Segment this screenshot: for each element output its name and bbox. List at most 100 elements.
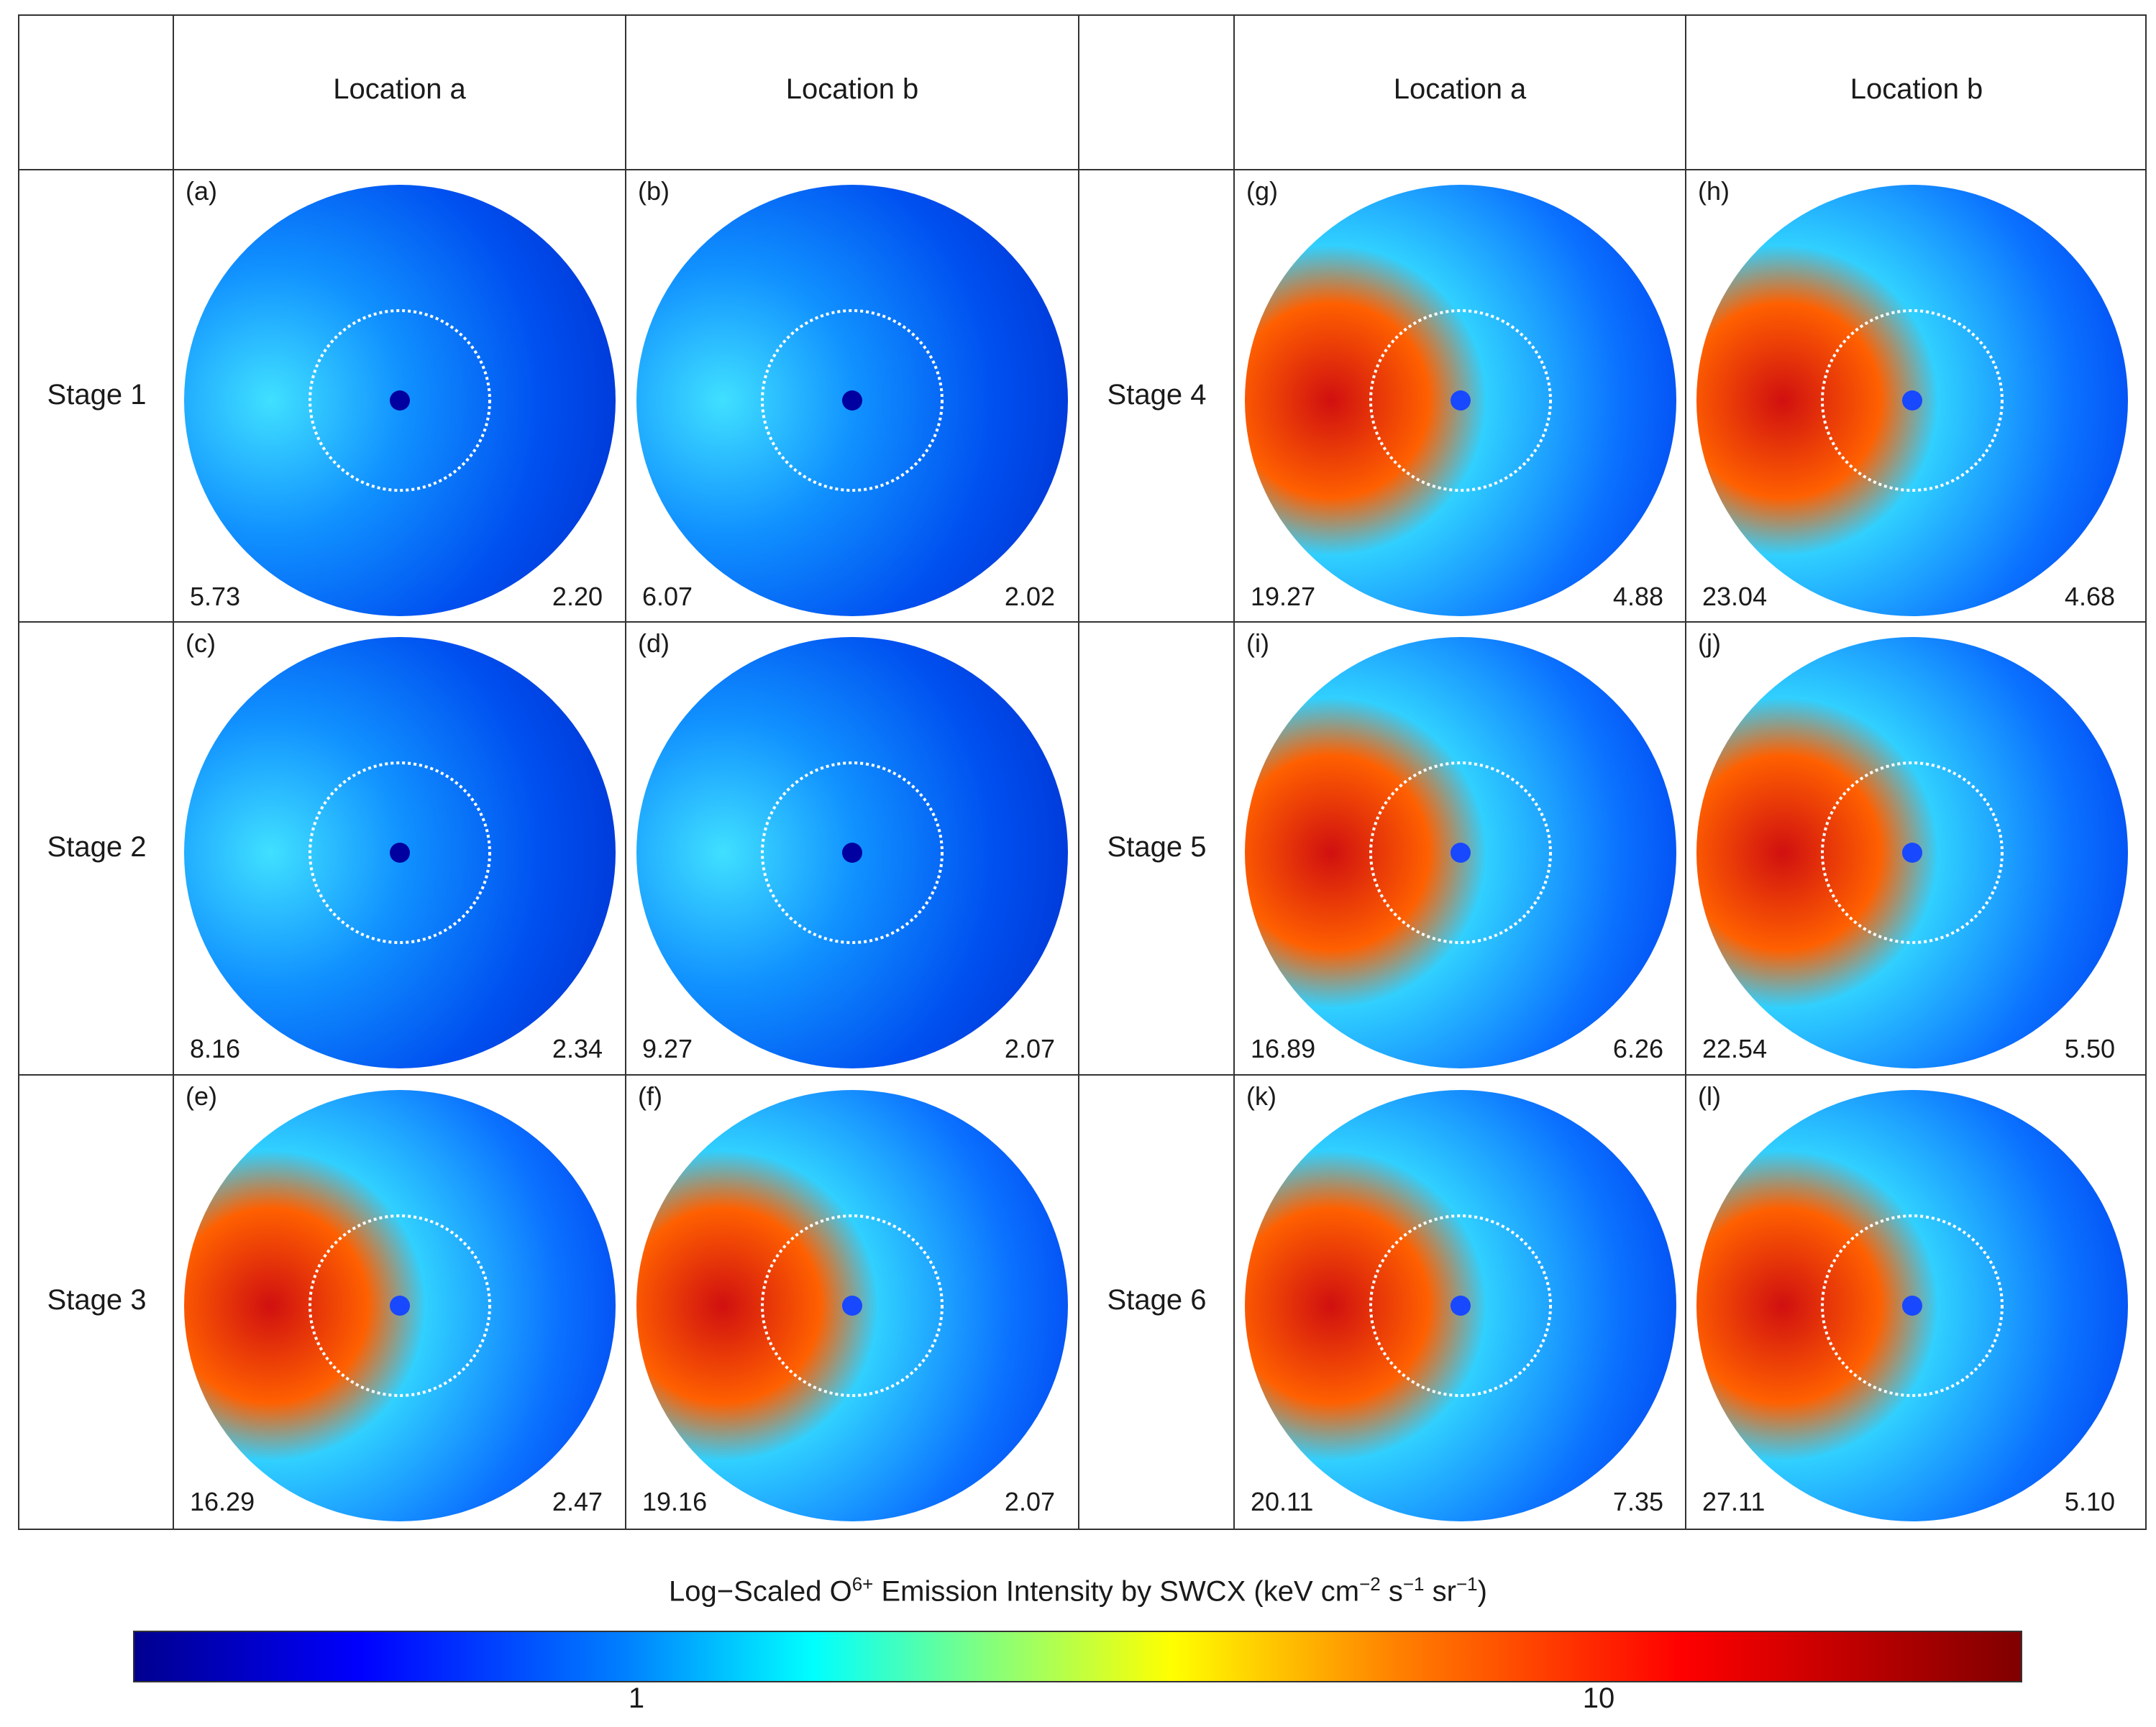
panel-label: (k) xyxy=(1246,1081,1276,1111)
dotted-circle xyxy=(1821,309,2004,492)
panel-label: (b) xyxy=(638,176,670,206)
header-location-a-left: Location a xyxy=(333,73,466,105)
dotted-circle xyxy=(309,1214,491,1397)
center-dot xyxy=(1902,1296,1922,1316)
colorbar-tick-10: 10 xyxy=(1582,1682,1615,1714)
center-dot xyxy=(842,390,862,411)
panel-i: (i) 16.89 6.26 xyxy=(1235,623,1686,1074)
dotted-circle xyxy=(1369,761,1552,944)
min-intensity: 5.50 xyxy=(2064,1034,2115,1063)
panel-g: (g) 19.27 4.88 xyxy=(1235,170,1686,622)
emission-map xyxy=(184,1090,616,1521)
colorbar xyxy=(133,1631,2022,1682)
max-intensity: 19.16 xyxy=(642,1487,708,1516)
colorbar-title-sup: −2 xyxy=(1359,1573,1381,1595)
colorbar-title-part: Log−Scaled O xyxy=(669,1575,852,1608)
panel-c: (c) 8.16 2.34 xyxy=(174,623,626,1074)
emission-map xyxy=(1245,1090,1676,1521)
panel-label: (j) xyxy=(1698,628,1721,658)
center-dot xyxy=(842,1296,862,1316)
emission-map xyxy=(1696,637,2128,1068)
panel-l: (l) 27.11 5.10 xyxy=(1686,1076,2138,1527)
colorbar-title-part: sr xyxy=(1424,1575,1456,1608)
stage-6-label: Stage 6 xyxy=(1107,1284,1207,1316)
max-intensity: 19.27 xyxy=(1251,582,1316,611)
emission-map xyxy=(184,185,616,616)
panel-a: (a) 5.73 2.20 xyxy=(174,170,626,622)
grid-divider xyxy=(625,16,626,1529)
min-intensity: 4.68 xyxy=(2064,582,2115,611)
min-intensity: 7.35 xyxy=(1612,1487,1663,1516)
header-location-b-left: Location b xyxy=(785,73,919,105)
max-intensity: 16.29 xyxy=(190,1487,255,1516)
stage-4-label: Stage 4 xyxy=(1107,379,1207,411)
emission-map xyxy=(184,637,616,1068)
panel-label: (l) xyxy=(1698,1081,1721,1111)
center-dot xyxy=(1451,1296,1471,1316)
center-dot xyxy=(1902,843,1922,863)
panel-d: (d) 9.27 2.07 xyxy=(626,623,1078,1074)
stage-2-label: Stage 2 xyxy=(47,831,147,863)
panel-label: (c) xyxy=(186,628,216,658)
emission-map xyxy=(1245,185,1676,616)
max-intensity: 9.27 xyxy=(642,1034,693,1063)
dotted-circle xyxy=(1821,761,2004,944)
min-intensity: 2.47 xyxy=(552,1487,603,1516)
max-intensity: 16.89 xyxy=(1251,1034,1316,1063)
grid-divider xyxy=(1233,16,1235,1529)
emission-map xyxy=(1696,185,2128,616)
min-intensity: 6.26 xyxy=(1612,1034,1663,1063)
emission-map xyxy=(636,1090,1068,1521)
panel-label: (d) xyxy=(638,628,670,658)
max-intensity: 20.11 xyxy=(1251,1487,1314,1516)
grid-divider xyxy=(173,16,174,1529)
grid-divider xyxy=(19,169,2145,170)
panel-label: (i) xyxy=(1246,628,1269,658)
min-intensity: 2.07 xyxy=(1004,1034,1055,1063)
min-intensity: 4.88 xyxy=(1612,582,1663,611)
dotted-circle xyxy=(309,309,491,492)
dotted-circle xyxy=(1369,1214,1552,1397)
dotted-circle xyxy=(761,309,944,492)
panel-label: (f) xyxy=(638,1081,662,1111)
panel-e: (e) 16.29 2.47 xyxy=(174,1076,626,1527)
min-intensity: 2.07 xyxy=(1004,1487,1055,1516)
min-intensity: 5.10 xyxy=(2064,1487,2115,1516)
min-intensity: 2.02 xyxy=(1004,582,1055,611)
panel-label: (a) xyxy=(186,176,217,206)
colorbar-title-sup: −1 xyxy=(1456,1573,1478,1595)
max-intensity: 27.11 xyxy=(1702,1487,1766,1516)
max-intensity: 22.54 xyxy=(1702,1034,1768,1063)
max-intensity: 5.73 xyxy=(190,582,241,611)
min-intensity: 2.20 xyxy=(552,582,603,611)
panel-label: (h) xyxy=(1698,176,1730,206)
panel-label: (g) xyxy=(1246,176,1278,206)
dotted-circle xyxy=(761,1214,944,1397)
header-location-b-right: Location b xyxy=(1850,73,1983,105)
center-dot xyxy=(842,843,862,863)
center-dot xyxy=(390,390,410,411)
colorbar-title-part: ) xyxy=(1477,1575,1487,1608)
max-intensity: 8.16 xyxy=(190,1034,241,1063)
center-dot xyxy=(390,1296,410,1316)
center-dot xyxy=(1902,390,1922,411)
emission-map xyxy=(636,637,1068,1068)
grid-divider xyxy=(1078,16,1079,1529)
panel-k: (k) 20.11 7.35 xyxy=(1235,1076,1686,1527)
panel-b: (b) 6.07 2.02 xyxy=(626,170,1078,622)
header-location-a-right: Location a xyxy=(1393,73,1527,105)
panel-f: (f) 19.16 2.07 xyxy=(626,1076,1078,1527)
center-dot xyxy=(1451,390,1471,411)
min-intensity: 2.34 xyxy=(552,1034,603,1063)
grid-divider xyxy=(19,621,2145,623)
colorbar-title-sup: 6+ xyxy=(851,1573,874,1595)
dotted-circle xyxy=(1821,1214,2004,1397)
grid-divider xyxy=(19,1074,2145,1076)
max-intensity: 23.04 xyxy=(1702,582,1768,611)
grid-divider xyxy=(1685,16,1686,1529)
figure-grid: Location a Location b Location a Locatio… xyxy=(18,14,2147,1530)
panel-h: (h) 23.04 4.68 xyxy=(1686,170,2138,622)
emission-map xyxy=(636,185,1068,616)
max-intensity: 6.07 xyxy=(642,582,693,611)
stage-1-label: Stage 1 xyxy=(47,379,147,411)
